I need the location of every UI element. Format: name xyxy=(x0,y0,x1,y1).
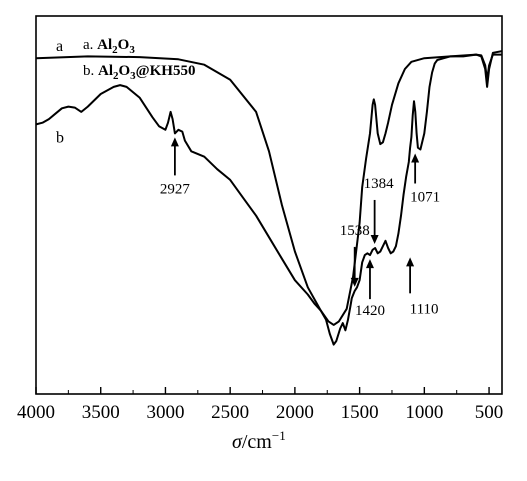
x-tick-label: 2500 xyxy=(211,402,249,423)
annotation-label: 1384 xyxy=(364,176,395,192)
legend-prefix: b. xyxy=(83,63,98,79)
annotation-1538: 1538 xyxy=(340,223,370,287)
annotation-2927: 2927 xyxy=(160,137,191,197)
legend-subscript: 2 xyxy=(113,70,119,82)
x-axis-ticks xyxy=(35,387,490,394)
annotation-arrow-head xyxy=(411,153,420,163)
curve-label-a: a xyxy=(56,38,63,55)
annotation-1071: 1071 xyxy=(410,153,440,206)
series-b-line xyxy=(35,50,503,346)
annotation-1420: 1420 xyxy=(355,259,385,319)
x-tick-label: 1500 xyxy=(341,402,379,423)
legend-text-part: @KH550 xyxy=(136,63,196,79)
annotation-1384: 1384 xyxy=(364,176,395,244)
legend-text-part: Al xyxy=(97,37,112,53)
curve-label-b: b xyxy=(56,129,64,146)
x-tick-label: 3000 xyxy=(146,402,184,423)
annotation-label: 2927 xyxy=(160,181,191,197)
annotation-1110: 1110 xyxy=(406,257,439,317)
annotation-arrow-head xyxy=(365,259,374,269)
x-tick-label: 2000 xyxy=(276,402,314,423)
legend-text-part: O xyxy=(118,37,130,53)
legend-text-part: O xyxy=(119,63,131,79)
plot-frame xyxy=(35,15,503,395)
annotation-arrow-head xyxy=(370,234,379,244)
annotation-label: 1538 xyxy=(340,223,370,239)
annotation-arrow-head xyxy=(350,277,359,287)
annotation-label: 1071 xyxy=(410,190,440,206)
legend-text-part: Al xyxy=(98,63,113,79)
legend-prefix: a. xyxy=(83,37,97,53)
x-axis-exponent: −1 xyxy=(272,428,286,443)
x-tick-label: 4000 xyxy=(17,402,55,423)
x-tick-label: 3500 xyxy=(82,402,120,423)
x-tick-label: 500 xyxy=(475,402,504,423)
x-axis-unit: /cm xyxy=(242,431,272,453)
annotation-label: 1110 xyxy=(410,301,439,317)
x-axis-symbol: σ xyxy=(232,431,243,453)
x-axis-tick-labels: 4000 3500 3000 2500 2000 1500 1000 500 xyxy=(17,402,503,423)
legend-subscript: 3 xyxy=(129,44,135,56)
legend-subscript: 3 xyxy=(130,70,136,82)
annotation-label: 1420 xyxy=(355,303,385,319)
peak-annotations: 2927 1538 1420 1384 1110 1071 xyxy=(160,137,440,319)
curve-labels: ab xyxy=(56,38,64,146)
legend-entry-b: b. Al2O3@KH550 xyxy=(83,63,195,82)
x-tick-label: 1000 xyxy=(405,402,443,423)
spectra xyxy=(35,50,503,346)
annotation-arrow-head xyxy=(406,257,415,267)
legend: a. Al2O3 b. Al2O3@KH550 xyxy=(83,37,195,82)
annotation-arrow-head xyxy=(170,137,179,147)
legend-subscript: 2 xyxy=(112,44,118,56)
legend-entry-a: a. Al2O3 xyxy=(83,37,135,56)
x-axis-label: σ/cm−1 xyxy=(232,428,286,453)
